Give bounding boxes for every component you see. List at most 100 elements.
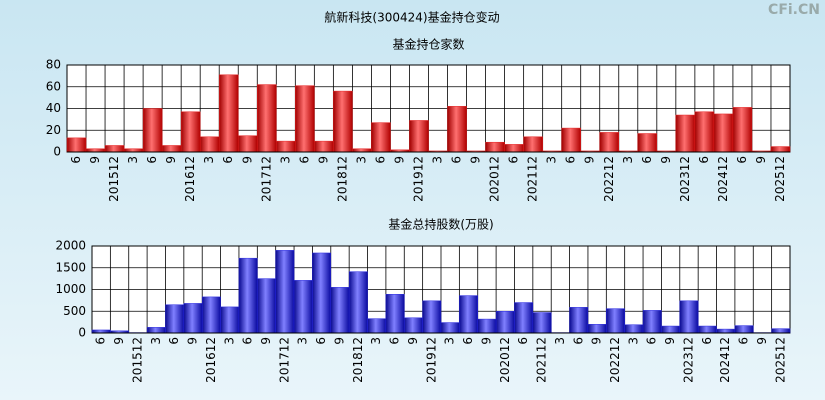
bar [237, 135, 258, 153]
bar [732, 107, 753, 153]
watermark: CFi.CN [768, 2, 820, 18]
bar [523, 136, 543, 153]
bar [409, 120, 429, 153]
bar [66, 137, 87, 153]
x-tick-label: 9 [469, 156, 483, 164]
bar [165, 304, 185, 334]
bar [348, 271, 368, 334]
bar [367, 318, 387, 334]
x-tick-label: 9 [164, 156, 178, 164]
x-tick-label: 3 [443, 337, 457, 345]
x-tick-label: 201912 [411, 156, 425, 202]
bar [477, 318, 497, 334]
page-title: 航新科技(300424)基金持仓变动 [324, 10, 499, 25]
bar [330, 287, 350, 334]
bar [770, 146, 791, 153]
x-tick-label: 9 [240, 156, 254, 164]
chart-title: 基金总持股数(万股) [388, 217, 493, 232]
bar [485, 141, 505, 153]
bar [314, 140, 334, 153]
bar [161, 145, 182, 153]
y-tick-label: 0 [78, 326, 86, 340]
y-tick-label: 500 [63, 304, 86, 318]
x-tick-label: 9 [259, 337, 273, 345]
y-tick-label: 1000 [55, 282, 86, 296]
x-tick-label: 6 [700, 337, 714, 345]
x-tick-label: 3 [126, 156, 140, 164]
x-tick-label: 9 [186, 337, 200, 345]
bar [495, 311, 515, 334]
bar [679, 300, 699, 334]
x-tick-label: 3 [354, 156, 368, 164]
x-tick-label: 3 [553, 337, 567, 345]
y-tick-label: 0 [53, 145, 61, 159]
x-tick-label: 6 [697, 156, 711, 164]
x-tick-label: 3 [222, 337, 236, 345]
bar [532, 312, 552, 334]
bar [257, 84, 277, 153]
x-tick-label: 3 [278, 156, 292, 164]
x-tick-label: 3 [149, 337, 163, 345]
bar [333, 90, 353, 153]
bar [146, 327, 166, 334]
bar [734, 325, 754, 334]
bar [275, 250, 295, 334]
bar [218, 74, 239, 153]
bar [642, 310, 662, 334]
x-tick-label: 202212 [608, 337, 622, 383]
x-tick-label: 202412 [718, 337, 732, 383]
bar [716, 328, 736, 334]
x-tick-label: 9 [88, 156, 102, 164]
x-tick-label: 202512 [773, 337, 787, 383]
bar [599, 132, 620, 153]
y-tick-label: 80 [46, 58, 61, 72]
y-tick-label: 1500 [55, 260, 86, 274]
bar [447, 106, 467, 153]
bar [587, 324, 607, 334]
bar [312, 252, 332, 334]
bar [697, 325, 717, 334]
bar [276, 140, 296, 153]
x-tick-label: 6 [507, 156, 521, 164]
x-tick-label: 202012 [488, 156, 502, 202]
bar [422, 300, 442, 334]
x-tick-label: 202412 [716, 156, 730, 202]
bar [404, 317, 423, 334]
x-tick-label: 9 [754, 156, 768, 164]
bar [694, 111, 715, 153]
bar [675, 114, 696, 153]
x-tick-label: 6 [69, 156, 83, 164]
x-tick-label: 202212 [602, 156, 616, 202]
x-tick-label: 202512 [773, 156, 787, 202]
x-tick-label: 6 [640, 156, 654, 164]
x-tick-label: 201812 [351, 337, 365, 383]
bar [771, 328, 791, 334]
x-tick-label: 201612 [204, 337, 218, 383]
x-tick-label: 6 [450, 156, 464, 164]
x-tick-label: 202312 [678, 156, 692, 202]
bar [238, 257, 258, 334]
bar [459, 295, 478, 334]
x-tick-label: 201612 [183, 156, 197, 202]
x-tick-label: 202012 [498, 337, 512, 383]
x-tick-label: 9 [479, 337, 493, 345]
x-tick-label: 6 [461, 337, 475, 345]
x-tick-label: 202312 [681, 337, 695, 383]
x-tick-label: 3 [626, 337, 640, 345]
x-tick-label: 3 [296, 337, 310, 345]
x-tick-label: 201812 [335, 156, 349, 202]
bar [569, 307, 589, 334]
x-tick-label: 9 [316, 156, 330, 164]
bar [637, 133, 658, 153]
x-tick-label: 9 [663, 337, 677, 345]
x-tick-label: 6 [373, 156, 387, 164]
x-tick-label: 6 [737, 337, 751, 345]
x-tick-label: 6 [94, 337, 108, 345]
bar [713, 113, 734, 153]
bar [371, 122, 391, 153]
x-tick-label: 9 [755, 337, 769, 345]
x-tick-label: 9 [112, 337, 126, 345]
x-tick-label: 201712 [259, 156, 273, 202]
bar [199, 136, 220, 153]
x-tick-label: 9 [659, 156, 673, 164]
